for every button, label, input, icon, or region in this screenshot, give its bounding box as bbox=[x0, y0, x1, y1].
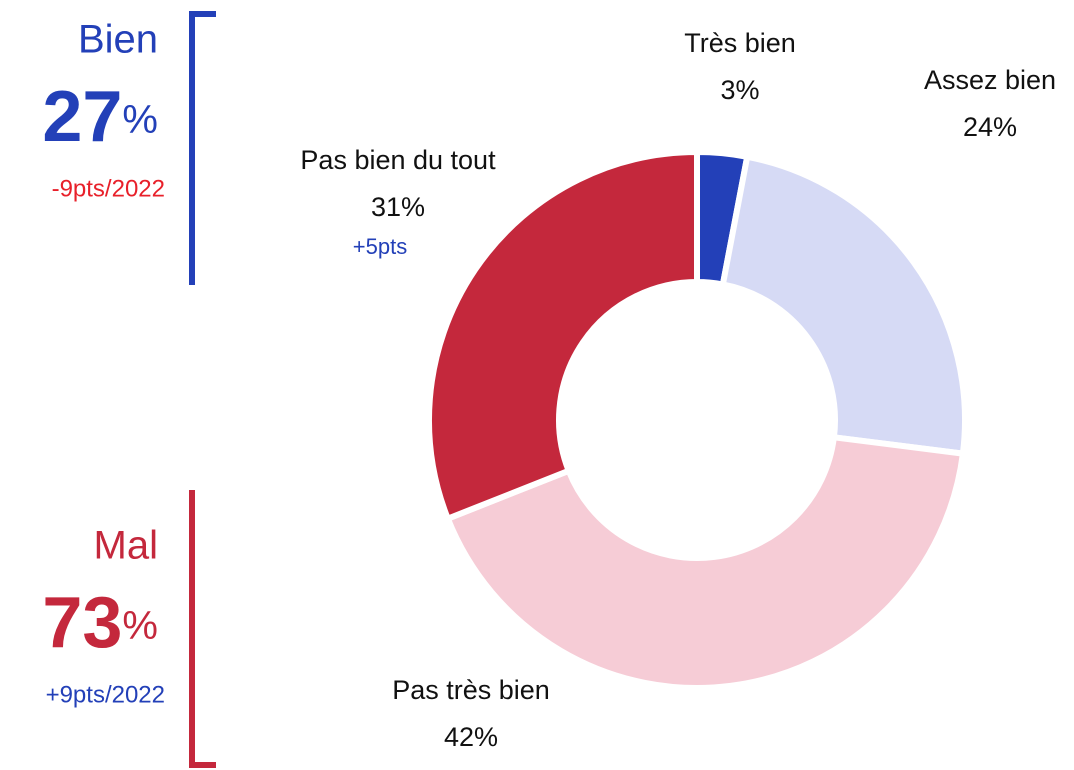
slice-value: 31% bbox=[371, 192, 425, 222]
group-number: 27 bbox=[42, 77, 122, 157]
slice-label: Pas bien du tout bbox=[300, 145, 496, 175]
group-change: +9pts/2022 bbox=[46, 681, 165, 708]
mal-bracket bbox=[189, 490, 216, 768]
group-unit: % bbox=[122, 604, 158, 648]
slice-label: Pas très bien bbox=[392, 675, 550, 705]
bien-bracket bbox=[189, 11, 216, 285]
group-change: -9pts/2022 bbox=[52, 175, 165, 202]
slice-change: +5pts bbox=[353, 234, 407, 259]
group-number: 73 bbox=[42, 583, 122, 663]
donut-slice bbox=[426, 148, 700, 523]
group-value: 73% bbox=[42, 583, 158, 663]
group-value: 27% bbox=[42, 77, 158, 157]
slice-value: 3% bbox=[720, 75, 759, 105]
group-unit: % bbox=[122, 98, 158, 142]
slice-value: 42% bbox=[444, 722, 498, 752]
group-name: Bien bbox=[78, 18, 158, 62]
donut-slice bbox=[719, 153, 968, 457]
slice-label: Assez bien bbox=[924, 65, 1056, 95]
slice-value: 24% bbox=[963, 112, 1017, 142]
donut-slice bbox=[443, 433, 967, 691]
slice-label: Très bien bbox=[684, 28, 796, 58]
group-name: Mal bbox=[94, 524, 158, 568]
